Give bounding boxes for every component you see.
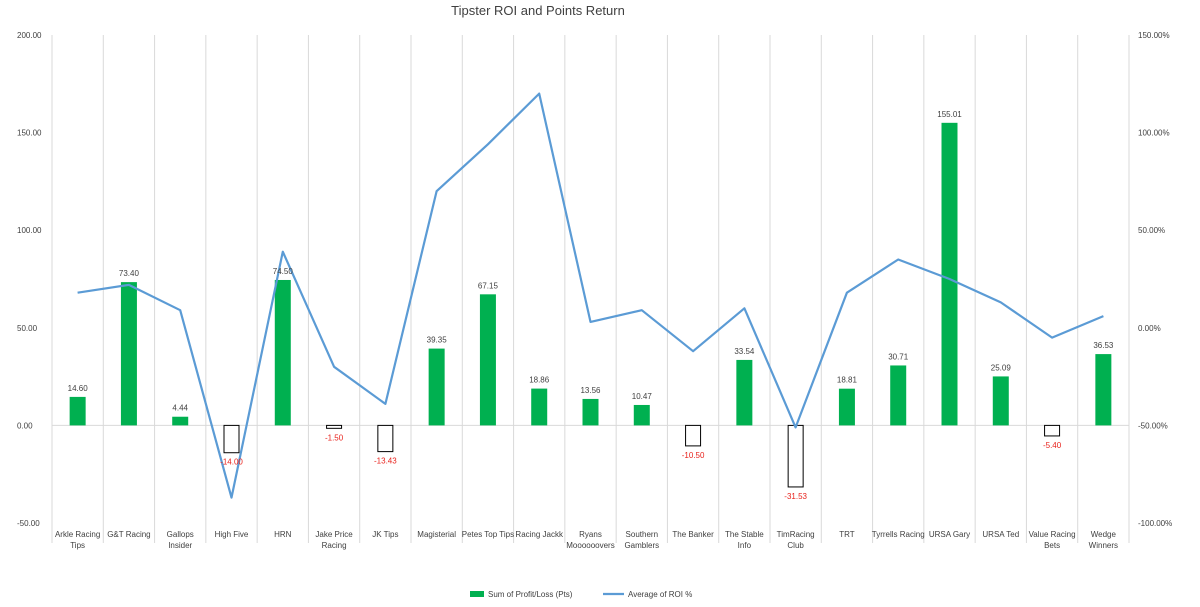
bar-value-label: 25.09 (991, 363, 1012, 372)
legend: Sum of Profit/Loss (Pts) Average of ROI … (470, 590, 692, 599)
category-label: Gallops Insider (167, 530, 194, 550)
bar-value-label: 67.15 (478, 281, 499, 290)
category-label: URSA Ted (982, 530, 1019, 539)
bar-value-label: 18.86 (529, 376, 550, 385)
bar (274, 279, 291, 426)
category-label: Wedge Winners (1089, 530, 1118, 550)
y2-tick-label: -100.00% (1138, 519, 1172, 528)
y-tick-label: 100.00 (17, 226, 42, 235)
bar-value-label: -31.53 (784, 492, 807, 501)
category-label: JK Tips (372, 530, 398, 539)
bar (838, 388, 855, 426)
bar-value-label: -5.40 (1043, 441, 1062, 450)
data-labels: 14.60 73.40 4.44 -14.00 74.50 -1.50 -13.43 39.3… (68, 110, 1114, 501)
left-axis: -50.00 0.00 50.00 100.00 150.00 200.00 (17, 31, 42, 528)
category-label: Petes Top Tips (462, 530, 514, 539)
category-label: G&T Racing (107, 530, 150, 539)
bar-value-label: 18.81 (837, 376, 858, 385)
bar (479, 294, 496, 426)
bar-value-label: 39.35 (427, 336, 448, 345)
legend-line-label: Average of ROI % (628, 590, 692, 599)
y-tick-label: 50.00 (17, 324, 38, 333)
y2-tick-label: 150.00% (1138, 31, 1170, 40)
bar (1095, 354, 1112, 426)
bar (69, 396, 86, 426)
legend-bar-swatch (470, 591, 484, 597)
bar-value-label: 155.01 (937, 110, 962, 119)
category-label: Arkle Racing Tips (55, 530, 100, 550)
bar-value-label: 10.47 (632, 392, 653, 401)
right-axis: -100.00% -50.00% 0.00% 50.00% 100.00% 150.00% (1138, 31, 1172, 528)
bar (326, 424, 343, 429)
bar (428, 348, 445, 426)
bar-value-label: 74.50 (273, 267, 294, 276)
bar (531, 388, 548, 426)
category-label: TRT (839, 530, 855, 539)
bar (941, 122, 958, 426)
bar (172, 416, 189, 426)
bar-value-label: 36.53 (1093, 341, 1114, 350)
bar-value-label: -1.50 (325, 433, 344, 442)
category-label: Jake Price Racing (315, 530, 353, 550)
bar (633, 404, 650, 426)
category-label: TimRacing Club (777, 530, 815, 550)
legend-bar-label: Sum of Profit/Loss (Pts) (488, 590, 573, 599)
y-tick-label: -50.00 (17, 519, 40, 528)
category-label: The Banker (672, 530, 714, 539)
bar (377, 424, 394, 453)
category-label: URSA Gary (929, 530, 970, 539)
bar (1044, 424, 1061, 437)
line-series (77, 92, 1104, 499)
y2-tick-label: 50.00% (1138, 226, 1165, 235)
bar-value-label: -10.50 (682, 451, 705, 460)
bar (787, 424, 804, 488)
y-tick-label: 200.00 (17, 31, 42, 40)
bar (736, 359, 753, 426)
y2-tick-label: 0.00% (1138, 324, 1161, 333)
category-label: High Five (215, 530, 249, 539)
bar (223, 424, 240, 454)
y-tick-label: 150.00 (17, 129, 42, 138)
bar-value-label: 73.40 (119, 269, 140, 278)
bar-value-label: 4.44 (172, 404, 188, 413)
category-axis: Arkle Racing Tips G&T Racing Gallops Insider… (55, 530, 1118, 550)
chart-title: Tipster ROI and Points Return (451, 3, 625, 18)
bar-value-label: 13.56 (580, 386, 601, 395)
bar-value-label: 14.60 (68, 384, 89, 393)
category-label: Southern Gamblers (624, 530, 659, 550)
category-label: Racing Jackk (515, 530, 564, 539)
bar (685, 424, 702, 447)
y2-tick-label: -50.00% (1138, 421, 1168, 430)
category-label: Value Racing Bets (1029, 530, 1076, 550)
bar-value-label: 30.71 (888, 352, 909, 361)
y2-tick-label: 100.00% (1138, 129, 1170, 138)
bar-value-label: 33.54 (734, 347, 755, 356)
bar (582, 398, 599, 426)
category-label: HRN (274, 530, 292, 539)
category-label: Magisterial (417, 530, 456, 539)
bar-value-label: -14.00 (220, 458, 243, 467)
bar (992, 376, 1009, 426)
bar-value-label: -13.43 (374, 457, 397, 466)
bar (890, 365, 907, 426)
y-tick-label: 0.00 (17, 421, 33, 430)
category-label: Ryans Moooooovers (566, 530, 614, 550)
grid (51, 35, 1130, 543)
category-label: The Stable Info (725, 530, 764, 550)
bar (120, 282, 137, 426)
bar-series (69, 122, 1112, 488)
category-label: Tyrrells Racing (872, 530, 925, 539)
